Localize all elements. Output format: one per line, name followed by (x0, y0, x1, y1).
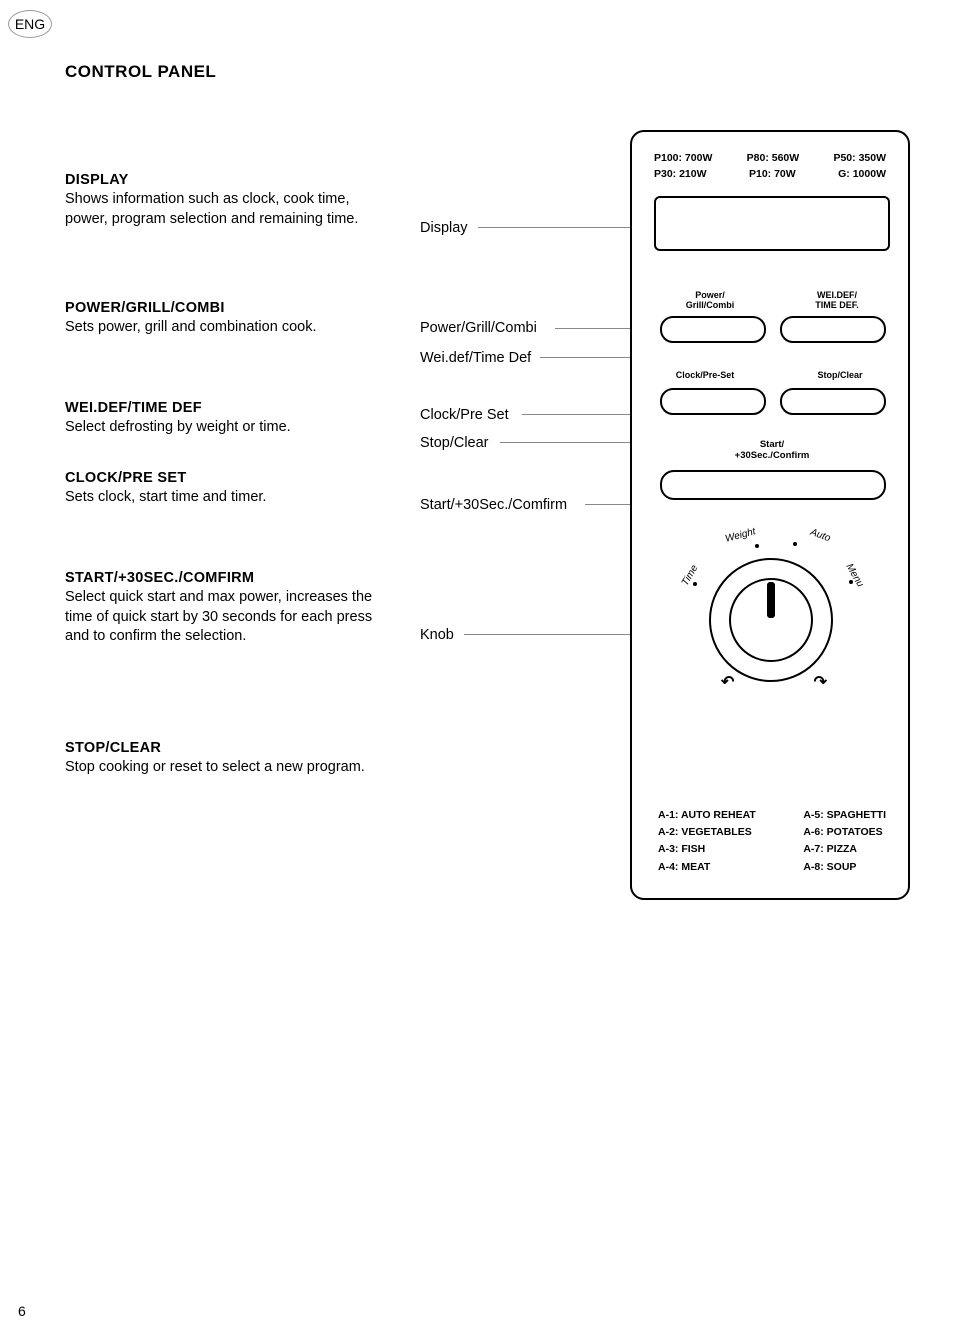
knob-dot (849, 580, 853, 584)
panel-label-weidef: WEI.DEF/ TIME DEF. (787, 290, 887, 311)
power-level: P30: 210W (654, 168, 707, 180)
panel-button-power (660, 316, 766, 343)
power-levels-row1: P100: 700W P80: 560W P50: 350W (654, 150, 886, 167)
callout-stopclear: Stop/Clear (420, 435, 489, 451)
power-level: P100: 700W (654, 150, 712, 167)
section-clock: CLOCK/PRE SET Sets clock, start time and… (65, 470, 395, 508)
section-clock-body: Sets clock, start time and timer. (65, 488, 395, 508)
knob-dot (793, 542, 797, 546)
auto-menu-item: A-1: AUTO REHEAT (658, 807, 756, 824)
panel-label-start30: Start/ +30Sec./Confirm (717, 440, 827, 462)
auto-menu-item: A-5: SPAGHETTI (803, 807, 886, 824)
control-panel-diagram: P100: 700W P80: 560W P50: 350W P30: 210W… (630, 130, 910, 900)
section-stop-head: STOP/CLEAR (65, 740, 395, 756)
auto-menu-item: A-3: FISH (658, 841, 756, 858)
callout-clockpre: Clock/Pre Set (420, 407, 509, 423)
panel-label-stopclear: Stop/Clear (800, 370, 880, 380)
language-badge: ENG (8, 10, 52, 38)
knob-diagram: Time Weight Auto Menu ↶ ↷ (687, 530, 857, 700)
knob-arrow-right-icon: ↷ (814, 672, 827, 692)
page-number: 6 (18, 1303, 26, 1319)
callout-power: Power/Grill/Combi (420, 320, 537, 336)
section-start-body: Select quick start and max power, increa… (65, 588, 395, 647)
power-levels-row2: P30: 210W P10: 70W G: 1000W (654, 168, 886, 180)
auto-menu-list: A-1: AUTO REHEAT A-2: VEGETABLES A-3: FI… (658, 807, 886, 876)
callout-display: Display (420, 220, 468, 236)
display-screen (654, 196, 890, 251)
auto-menu-item: A-4: MEAT (658, 859, 756, 876)
section-start-head: START/+30SEC./COMFIRM (65, 570, 395, 586)
callout-start30: Start/+30Sec./Comfirm (420, 497, 567, 513)
panel-button-stopclear (780, 388, 886, 415)
section-weidef: WEI.DEF/TIME DEF Select defrosting by we… (65, 400, 395, 438)
knob-label-weight: Weight (724, 526, 757, 545)
section-power-body: Sets power, grill and combination cook. (65, 318, 395, 338)
section-display: DISPLAY Shows information such as clock,… (65, 172, 395, 229)
power-level: P50: 350W (833, 150, 886, 167)
section-start: START/+30SEC./COMFIRM Select quick start… (65, 570, 395, 647)
auto-menu-item: A-2: VEGETABLES (658, 824, 756, 841)
knob-dot (755, 544, 759, 548)
knob-label-menu: Menu (843, 562, 865, 589)
auto-menu-item: A-6: POTATOES (803, 824, 886, 841)
knob-label-time: Time (680, 563, 701, 588)
section-clock-head: CLOCK/PRE SET (65, 470, 395, 486)
callout-knob: Knob (420, 627, 454, 643)
power-level: G: 1000W (838, 168, 886, 180)
section-display-head: DISPLAY (65, 172, 395, 188)
section-stop-body: Stop cooking or reset to select a new pr… (65, 758, 395, 778)
section-stop: STOP/CLEAR Stop cooking or reset to sele… (65, 740, 395, 778)
panel-button-start30 (660, 470, 886, 500)
section-power: POWER/GRILL/COMBI Sets power, grill and … (65, 300, 395, 338)
section-weidef-head: WEI.DEF/TIME DEF (65, 400, 395, 416)
panel-button-clockpre (660, 388, 766, 415)
power-level: P80: 560W (747, 150, 800, 167)
knob-label-auto: Auto (809, 527, 832, 544)
knob-dot (693, 582, 697, 586)
auto-menu-col-left: A-1: AUTO REHEAT A-2: VEGETABLES A-3: FI… (658, 807, 756, 876)
callout-weidef: Wei.def/Time Def (420, 350, 531, 366)
panel-label-power: Power/ Grill/Combi (660, 290, 760, 311)
section-display-body: Shows information such as clock, cook ti… (65, 190, 395, 229)
auto-menu-item: A-7: PIZZA (803, 841, 886, 858)
section-power-head: POWER/GRILL/COMBI (65, 300, 395, 316)
section-weidef-body: Select defrosting by weight or time. (65, 418, 395, 438)
knob-arrow-left-icon: ↶ (721, 672, 734, 692)
knob-pointer (767, 582, 775, 618)
panel-button-weidef (780, 316, 886, 343)
page-title: CONTROL PANEL (65, 62, 216, 82)
auto-menu-item: A-8: SOUP (803, 859, 886, 876)
panel-label-clockpre: Clock/Pre-Set (660, 370, 750, 380)
power-level: P10: 70W (749, 168, 796, 180)
auto-menu-col-right: A-5: SPAGHETTI A-6: POTATOES A-7: PIZZA … (803, 807, 886, 876)
